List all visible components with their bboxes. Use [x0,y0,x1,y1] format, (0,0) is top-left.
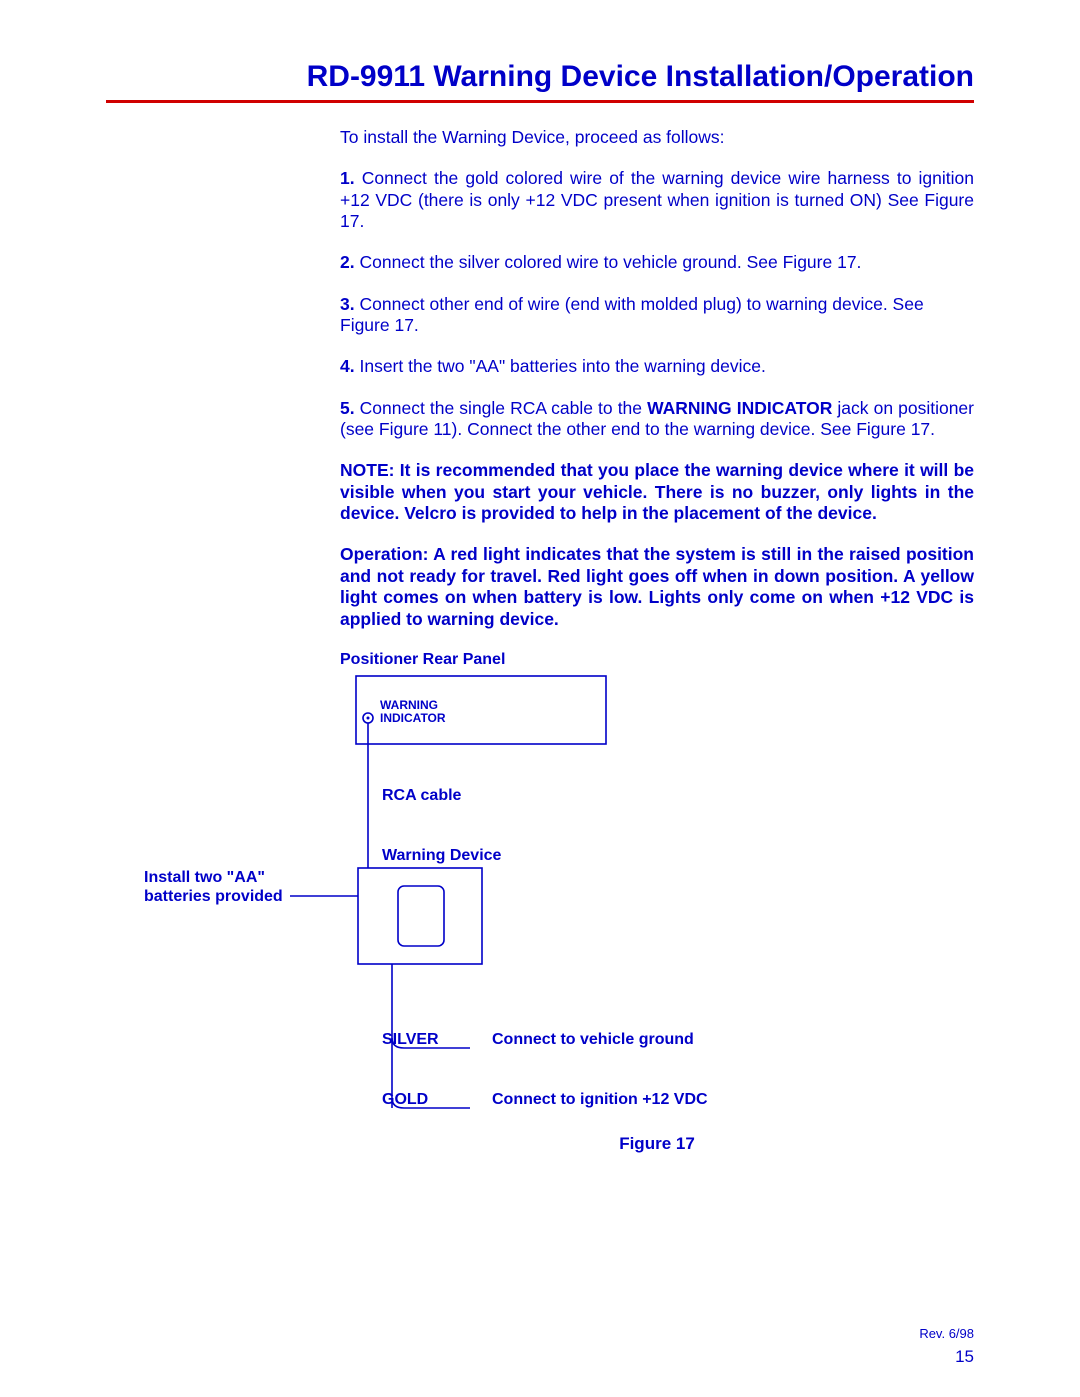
batteries-label-line1: Install two "AA" [144,868,265,887]
step-2-text: Connect the silver colored wire to vehic… [355,252,862,272]
step-3: 3. Connect other end of wire (end with m… [340,294,974,337]
title-rule [106,100,974,103]
step-4: 4. Insert the two "AA" batteries into th… [340,356,974,377]
body-column: To install the Warning Device, proceed a… [340,127,974,1155]
warning-device-label: Warning Device [382,846,501,865]
note-paragraph: NOTE: It is recommended that you place t… [340,460,974,524]
warning-indicator-label-line2: INDICATOR [380,712,446,726]
step-4-lead: 4. [340,356,355,376]
page-title: RD-9911 Warning Device Installation/Oper… [106,60,974,94]
step-3-lead: 3. [340,294,355,314]
figure-17-diagram: Positioner Rear Panel WARNING INDICATOR … [340,650,974,1130]
revision-text: Rev. 6/98 [919,1326,974,1341]
step-3-text: Connect other end of wire (end with mold… [340,294,924,335]
gold-label: GOLD [382,1090,428,1109]
step-5-lead: 5. [340,398,355,418]
batteries-label-line2: batteries provided [144,887,283,906]
figure-caption: Figure 17 [340,1134,974,1155]
step-5-warning-indicator: WARNING INDICATOR [647,398,832,418]
rca-cable-label: RCA cable [382,786,461,805]
gold-desc: Connect to ignition +12 VDC [492,1090,708,1109]
step-1-lead: 1. [340,168,355,188]
silver-desc: Connect to vehicle ground [492,1030,694,1049]
step-5: 5. Connect the single RCA cable to the W… [340,398,974,441]
intro-text: To install the Warning Device, proceed a… [340,127,974,148]
step-1: 1. Connect the gold colored wire of the … [340,168,974,232]
step-4-text: Insert the two "AA" batteries into the w… [355,356,766,376]
operation-paragraph: Operation: A red light indicates that th… [340,544,974,629]
positioner-rear-panel-label: Positioner Rear Panel [340,650,505,669]
step-2-lead: 2. [340,252,355,272]
step-2: 2. Connect the silver colored wire to ve… [340,252,974,273]
step-1-text: Connect the gold colored wire of the war… [340,168,974,231]
silver-label: SILVER [382,1030,439,1049]
step-5-text-a: Connect the single RCA cable to the [355,398,647,418]
page-number: 15 [955,1347,974,1367]
